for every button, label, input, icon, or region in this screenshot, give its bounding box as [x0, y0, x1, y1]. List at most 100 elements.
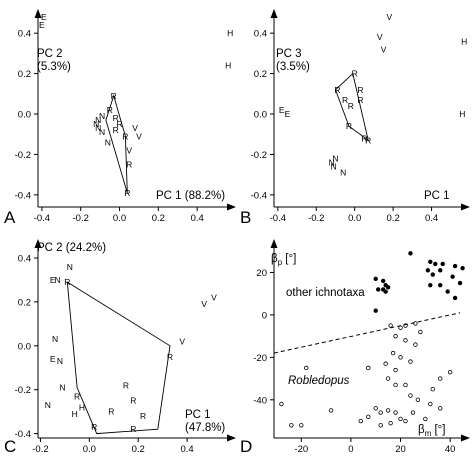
- point-robledopus: [390, 350, 396, 356]
- y-tick-label: -0.2: [251, 150, 267, 161]
- point-v: V: [126, 145, 132, 155]
- panel-c-hull: [66, 281, 171, 435]
- x-tick-label: 20: [395, 444, 406, 455]
- point-e: E: [279, 105, 285, 115]
- point-robledopus: [385, 376, 391, 381]
- point-robledopus: [403, 418, 408, 424]
- point-v: V: [201, 299, 207, 309]
- x-tick-label: 0.4: [181, 444, 194, 455]
- y-tick-label: 0.0: [18, 110, 31, 121]
- point-v: V: [211, 292, 217, 302]
- point-other-ichnotaxa: [376, 287, 381, 292]
- point-robledopus: [279, 401, 284, 407]
- x-tick-label: 0: [348, 444, 353, 455]
- point-r: R: [357, 85, 363, 95]
- point-r: R: [116, 119, 122, 129]
- point-robledopus: [393, 367, 398, 373]
- convex-hull: [105, 94, 128, 194]
- point-robledopus: [328, 408, 334, 413]
- point-robledopus: [393, 333, 398, 339]
- x-tick-label: 0.2: [132, 444, 145, 455]
- point-n: N: [67, 262, 73, 272]
- point-r: R: [361, 133, 367, 143]
- annotation-robledopus: Robledopus: [288, 375, 350, 387]
- point-n: N: [45, 400, 51, 410]
- point-robledopus: [366, 414, 371, 419]
- y-tick-label: -40: [253, 395, 267, 406]
- point-robledopus: [408, 393, 413, 398]
- y-tick-label: -0.2: [15, 150, 31, 161]
- point-n: N: [59, 383, 65, 393]
- panel-a-axes: -0.4 -0.2 0.0 0.2 0.4 -0.4 -0.2 0.0 0.2 0.4: [15, 9, 236, 224]
- x-tick-label: 0.2: [152, 213, 165, 224]
- point-other-ichnotaxa: [452, 295, 458, 301]
- point-e: E: [50, 354, 56, 364]
- point-other-ichnotaxa: [440, 261, 445, 267]
- point-robledopus: [403, 338, 408, 343]
- panel-b-letter: B: [240, 208, 251, 227]
- y-tick-label: 0.4: [18, 29, 31, 40]
- point-robledopus: [366, 365, 371, 371]
- point-e: E: [50, 275, 56, 285]
- x-tick-label: 0.0: [113, 213, 126, 224]
- panel-d-x-arrow: [461, 434, 470, 442]
- point-robledopus: [358, 418, 364, 424]
- point-robledopus: [289, 423, 294, 428]
- y-tick-label: 0.2: [18, 297, 31, 308]
- point-r: R: [74, 391, 80, 401]
- point-n: N: [57, 356, 63, 366]
- point-robledopus: [438, 376, 443, 381]
- point-n: N: [52, 334, 58, 344]
- point-robledopus: [438, 406, 443, 411]
- panel-d-axes: -20 0 20 40 -40 -20 0 20: [253, 239, 470, 455]
- point-r: R: [107, 105, 113, 115]
- point-robledopus: [410, 410, 416, 415]
- y-tick-label: 0.2: [18, 69, 31, 80]
- panel-a-ylabel: PC 2 (5.3%): [37, 48, 71, 73]
- panel-d-points: [273, 251, 465, 428]
- point-robledopus: [304, 365, 309, 371]
- y-tick-label: 0.0: [18, 341, 31, 352]
- point-robledopus: [403, 382, 408, 388]
- point-h: H: [227, 28, 233, 38]
- point-other-ichnotaxa: [460, 266, 465, 271]
- point-other-ichnotaxa: [452, 263, 458, 269]
- point-other-ichnotaxa: [425, 268, 431, 273]
- y-tick-label: -0.4: [15, 429, 31, 440]
- y-tick-label: -20: [253, 353, 267, 364]
- panel-b-hull: [334, 72, 369, 142]
- point-r: R: [357, 95, 363, 105]
- panel-b-axes: -0.4 -0.2 0.0 0.2 0.4 -0.4 -0.2 0.0 0.2 0.4: [251, 9, 470, 224]
- x-tick-label: 0.0: [83, 444, 96, 455]
- point-n: N: [99, 111, 105, 121]
- point-robledopus: [378, 423, 383, 428]
- point-h: H: [461, 36, 467, 46]
- point-n: N: [105, 137, 111, 147]
- point-h: H: [225, 61, 231, 71]
- point-r: R: [140, 411, 146, 421]
- x-tick-label: -0.2: [32, 444, 48, 455]
- panel-a-xlabel: PC 1 (88.2%): [156, 190, 225, 202]
- point-r: R: [123, 380, 129, 390]
- point-e: E: [41, 12, 47, 22]
- panel-b-x-arrow: [461, 203, 470, 211]
- x-tick-label: 0.0: [348, 213, 361, 224]
- point-r: R: [346, 121, 352, 131]
- point-r: R: [130, 424, 136, 434]
- point-r: R: [348, 101, 354, 111]
- point-v: V: [179, 336, 185, 346]
- y-tick-label: 0.4: [18, 253, 31, 264]
- y-tick-label: -0.4: [15, 190, 31, 201]
- point-robledopus: [423, 416, 428, 422]
- y-tick-label: 0.2: [254, 69, 267, 80]
- x-tick-label: 0.4: [191, 213, 204, 224]
- point-robledopus: [418, 329, 423, 335]
- point-other-ichnotaxa: [445, 289, 450, 294]
- point-other-ichnotaxa: [428, 283, 433, 288]
- point-r: R: [124, 188, 130, 198]
- point-r: R: [108, 407, 114, 417]
- point-n: N: [99, 127, 105, 137]
